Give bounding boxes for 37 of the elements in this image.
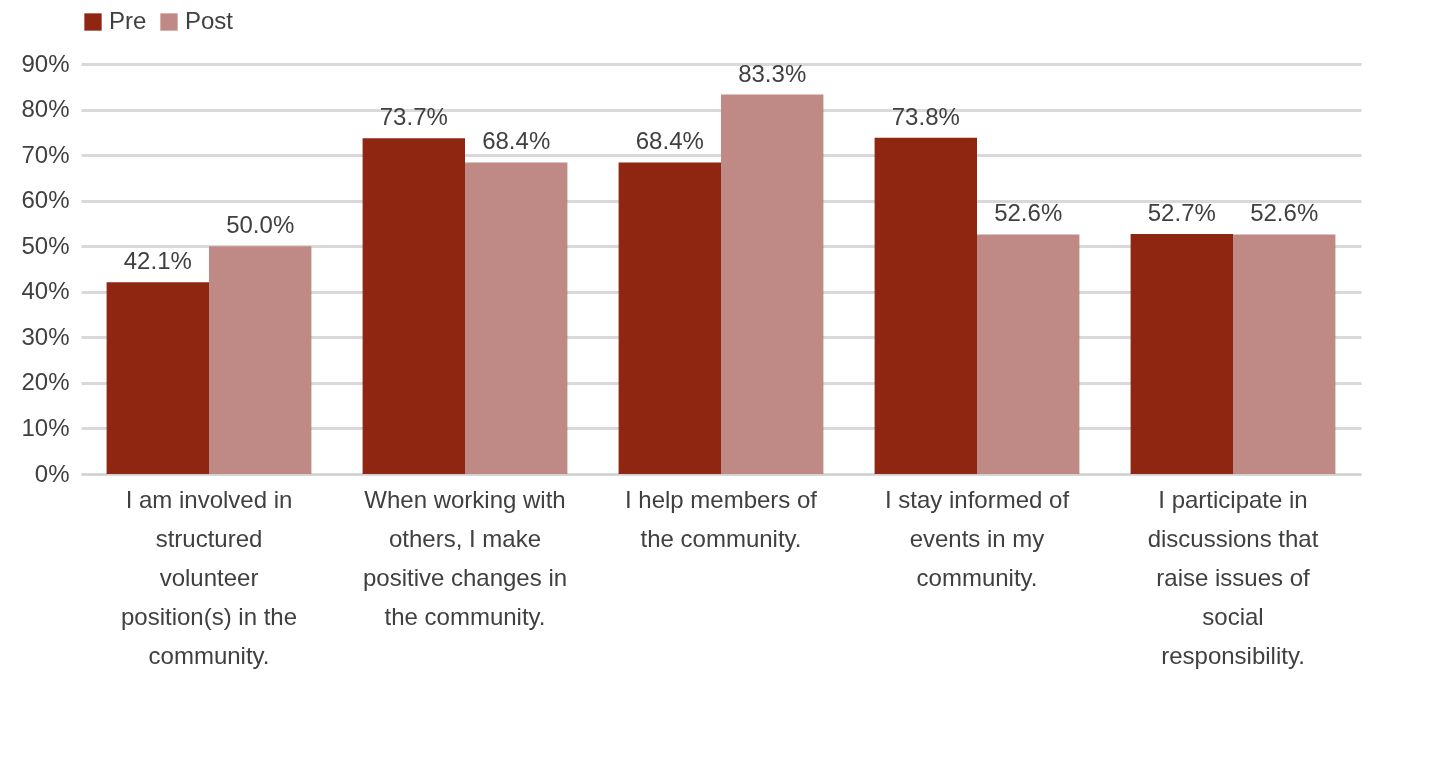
legend-label: Post — [185, 7, 234, 34]
bar — [977, 234, 1080, 474]
legend-label: Pre — [109, 7, 147, 34]
bar — [1130, 233, 1233, 474]
data-label: 83.3% — [738, 59, 807, 87]
data-label: 52.6% — [1250, 199, 1319, 227]
y-tick-label: 80% — [21, 95, 70, 123]
data-label: 73.7% — [379, 103, 448, 131]
y-tick-label: 90% — [21, 49, 70, 77]
data-label: 68.4% — [635, 127, 704, 155]
bar — [721, 94, 824, 474]
bar — [618, 162, 721, 474]
bar — [1233, 234, 1336, 474]
bar — [209, 246, 312, 474]
y-tick-label: 70% — [21, 140, 70, 168]
bar — [465, 162, 568, 474]
bar — [362, 138, 465, 474]
data-label: 50.0% — [226, 211, 295, 239]
data-label: 68.4% — [482, 127, 551, 155]
data-label: 52.6% — [994, 199, 1063, 227]
bar — [106, 282, 209, 474]
x-tick-label: I help members of the community. — [624, 485, 818, 552]
y-tick-label: 0% — [34, 459, 70, 487]
x-tick-label: I stay informed of events in my community. — [884, 485, 1070, 591]
y-tick-label: 20% — [21, 368, 70, 396]
y-tick-label: 40% — [21, 277, 70, 305]
bar — [874, 137, 977, 474]
data-label: 52.7% — [1147, 198, 1216, 226]
x-tick-label: When working with others, I make positive changes in the community. — [362, 485, 568, 630]
y-tick-label: 60% — [21, 186, 70, 214]
y-tick-label: 50% — [21, 231, 70, 259]
y-tick-label: 10% — [21, 413, 70, 441]
y-tick-label: 30% — [21, 322, 70, 350]
data-label: 73.8% — [891, 102, 960, 130]
data-label: 42.1% — [123, 247, 192, 275]
x-tick-label: I am involved in structured volunteer position(s) in the community. — [120, 485, 298, 669]
x-tick-label: I participate in discussions that raise issues of social responsibility. — [1147, 485, 1319, 669]
